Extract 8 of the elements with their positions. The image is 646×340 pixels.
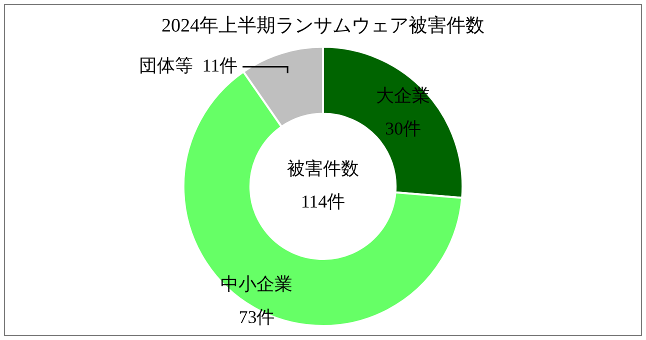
- chart-title: 2024年上半期ランサムウェア被害件数: [162, 14, 484, 36]
- data-label: 30件: [385, 118, 422, 138]
- data-label: 73件: [238, 306, 275, 327]
- text: 被害件数: [287, 158, 359, 179]
- slice-label: 中小企業: [220, 274, 293, 294]
- slice-label: 団体等 11件: [139, 56, 238, 76]
- slice-label: 大企業: [376, 85, 430, 106]
- text: 114件: [300, 192, 346, 212]
